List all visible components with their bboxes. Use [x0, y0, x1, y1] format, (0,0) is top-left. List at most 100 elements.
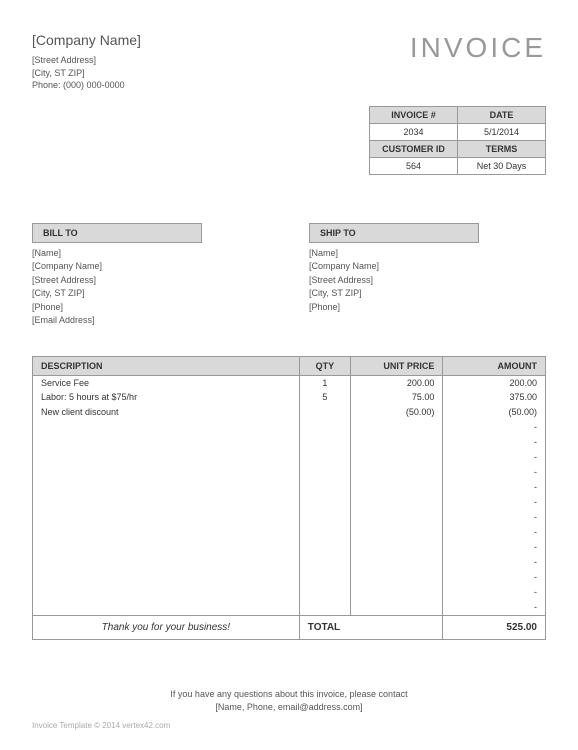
cell-qty	[299, 435, 350, 450]
bill-to-phone: [Phone]	[32, 301, 269, 315]
contact-line1: If you have any questions about this inv…	[32, 688, 546, 702]
cell-qty	[299, 510, 350, 525]
table-row: -	[33, 585, 546, 600]
cell-qty	[299, 585, 350, 600]
items-table: DESCRIPTION QTY UNIT PRICE AMOUNT Servic…	[32, 356, 546, 640]
cell-amount: -	[443, 495, 546, 510]
phone-label: Phone:	[32, 80, 61, 90]
cell-unit_price	[351, 570, 443, 585]
meta-terms-header: TERMS	[458, 140, 546, 157]
ship-to-company: [Company Name]	[309, 260, 546, 274]
cell-qty	[299, 555, 350, 570]
table-row: -	[33, 525, 546, 540]
company-city: [City, ST ZIP]	[32, 67, 141, 80]
cell-description	[33, 495, 300, 510]
bill-to-email: [Email Address]	[32, 314, 269, 328]
cell-unit_price	[351, 540, 443, 555]
table-row: -	[33, 465, 546, 480]
cell-amount: -	[443, 570, 546, 585]
cell-qty	[299, 495, 350, 510]
cell-unit_price	[351, 435, 443, 450]
cell-description	[33, 525, 300, 540]
meta-customer-id-header: CUSTOMER ID	[370, 140, 458, 157]
cell-amount: -	[443, 450, 546, 465]
company-block: [Company Name] [Street Address] [City, S…	[32, 32, 141, 92]
table-row: -	[33, 435, 546, 450]
cell-unit_price: 200.00	[351, 375, 443, 390]
cell-amount: -	[443, 510, 546, 525]
phone-value: (000) 000-0000	[63, 80, 125, 90]
cell-amount: -	[443, 585, 546, 600]
company-name: [Company Name]	[32, 32, 141, 48]
cell-unit_price: (50.00)	[351, 405, 443, 420]
cell-amount: -	[443, 465, 546, 480]
cell-description	[33, 570, 300, 585]
cell-amount: -	[443, 435, 546, 450]
meta-customer-id: 564	[370, 157, 458, 174]
cell-amount: (50.00)	[443, 405, 546, 420]
cell-description	[33, 510, 300, 525]
invoice-title: INVOICE	[410, 32, 546, 64]
meta-date: 5/1/2014	[458, 123, 546, 140]
col-description-header: DESCRIPTION	[33, 356, 300, 375]
cell-amount: -	[443, 555, 546, 570]
cell-qty	[299, 600, 350, 615]
cell-qty: 1	[299, 375, 350, 390]
company-street: [Street Address]	[32, 54, 141, 67]
cell-amount: -	[443, 480, 546, 495]
cell-qty	[299, 450, 350, 465]
ship-to-city: [City, ST ZIP]	[309, 287, 546, 301]
cell-unit_price	[351, 495, 443, 510]
table-row: -	[33, 480, 546, 495]
table-row: -	[33, 510, 546, 525]
cell-qty	[299, 465, 350, 480]
table-row: -	[33, 540, 546, 555]
cell-description: New client discount	[33, 405, 300, 420]
total-label: TOTAL	[299, 615, 443, 639]
ship-to-name: [Name]	[309, 247, 546, 261]
meta-invoice-no-header: INVOICE #	[370, 106, 458, 123]
cell-description: Service Fee	[33, 375, 300, 390]
cell-amount: -	[443, 540, 546, 555]
contact-block: If you have any questions about this inv…	[32, 688, 546, 715]
meta-date-header: DATE	[458, 106, 546, 123]
cell-unit_price	[351, 480, 443, 495]
company-phone: Phone: (000) 000-0000	[32, 79, 141, 92]
table-row: -	[33, 570, 546, 585]
cell-description	[33, 585, 300, 600]
cell-unit_price	[351, 600, 443, 615]
table-row: -	[33, 450, 546, 465]
cell-description	[33, 465, 300, 480]
cell-description	[33, 450, 300, 465]
ship-to-header: SHIP TO	[309, 223, 479, 243]
bill-to-street: [Street Address]	[32, 274, 269, 288]
cell-qty	[299, 480, 350, 495]
table-row: -	[33, 495, 546, 510]
table-row: -	[33, 555, 546, 570]
cell-description: Labor: 5 hours at $75/hr	[33, 390, 300, 405]
cell-amount: -	[443, 600, 546, 615]
table-row: Service Fee1200.00200.00	[33, 375, 546, 390]
ship-to-phone: [Phone]	[309, 301, 546, 315]
bill-to-header: BILL TO	[32, 223, 202, 243]
invoice-meta-table: INVOICE # DATE 2034 5/1/2014 CUSTOMER ID…	[369, 106, 546, 175]
cell-description	[33, 480, 300, 495]
table-row: -	[33, 420, 546, 435]
bill-to-city: [City, ST ZIP]	[32, 287, 269, 301]
cell-unit_price	[351, 525, 443, 540]
contact-line2: [Name, Phone, email@address.com]	[32, 701, 546, 715]
cell-unit_price: 75.00	[351, 390, 443, 405]
cell-unit_price	[351, 420, 443, 435]
cell-description	[33, 420, 300, 435]
table-row: -	[33, 600, 546, 615]
cell-unit_price	[351, 585, 443, 600]
ship-to-block: SHIP TO [Name] [Company Name] [Street Ad…	[309, 223, 546, 328]
cell-unit_price	[351, 465, 443, 480]
cell-unit_price	[351, 555, 443, 570]
cell-qty	[299, 525, 350, 540]
bill-to-block: BILL TO [Name] [Company Name] [Street Ad…	[32, 223, 269, 328]
meta-terms: Net 30 Days	[458, 157, 546, 174]
meta-invoice-no: 2034	[370, 123, 458, 140]
thank-you-message: Thank you for your business!	[33, 615, 300, 639]
cell-description	[33, 435, 300, 450]
